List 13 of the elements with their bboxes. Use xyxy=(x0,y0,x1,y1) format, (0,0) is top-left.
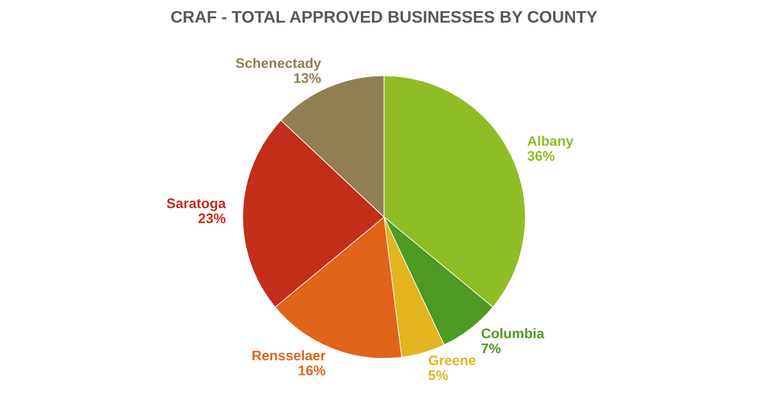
slice-label: Albany xyxy=(528,136,574,149)
slice-label: Columbia xyxy=(482,328,544,338)
data-label: 7% xyxy=(482,343,501,354)
data-label: 5% xyxy=(428,370,448,380)
slice-label: Rensselaer xyxy=(252,350,326,360)
slice-label: Schenectady xyxy=(236,58,322,71)
slice-label: Saratoga xyxy=(166,198,226,212)
slice-label: Greene xyxy=(428,355,476,366)
data-label: 36% xyxy=(528,151,555,161)
chart-title: CRAF - TOTAL APPROVED BUSINESSES BY COUNTY xyxy=(171,10,598,23)
data-label: 13% xyxy=(294,73,321,84)
data-label: 23% xyxy=(198,213,226,224)
data-label: 16% xyxy=(298,366,326,376)
